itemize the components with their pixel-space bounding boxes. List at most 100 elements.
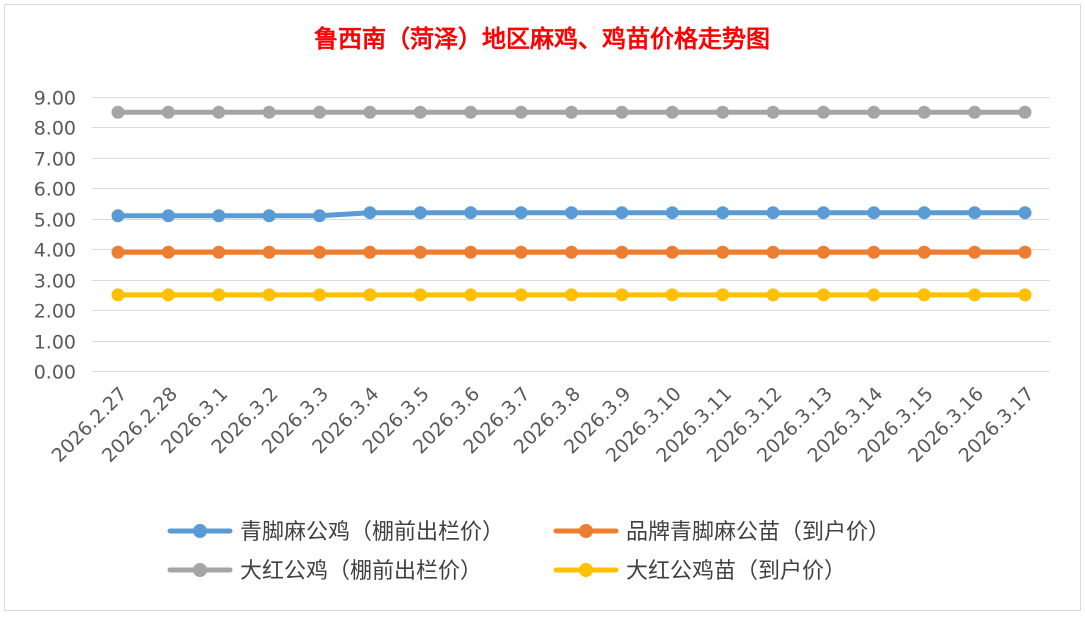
legend-item: 品牌青脚麻公苗（到户价） bbox=[553, 520, 890, 545]
legend-label: 青脚麻公鸡（棚前出栏价） bbox=[240, 520, 504, 545]
legend-swatch-marker bbox=[579, 524, 593, 538]
data-point bbox=[565, 288, 578, 302]
data-point bbox=[413, 206, 427, 220]
legend-swatch-marker bbox=[579, 563, 593, 577]
y-tick-label: 4.00 bbox=[34, 240, 76, 262]
data-point bbox=[413, 245, 427, 259]
data-point bbox=[313, 209, 327, 223]
data-point bbox=[867, 105, 881, 119]
data-point bbox=[816, 288, 830, 302]
data-point bbox=[1018, 288, 1032, 302]
data-point bbox=[565, 105, 578, 119]
data-point bbox=[917, 206, 931, 220]
data-point bbox=[716, 245, 730, 259]
data-point bbox=[968, 245, 982, 259]
series-1 bbox=[111, 206, 1032, 223]
data-point bbox=[212, 245, 226, 259]
data-point bbox=[917, 288, 931, 302]
data-point bbox=[665, 206, 679, 220]
data-point bbox=[413, 288, 427, 302]
data-point bbox=[766, 206, 780, 220]
data-point bbox=[917, 245, 931, 259]
legend-label: 大红公鸡（棚前出栏价） bbox=[240, 559, 482, 584]
data-point bbox=[665, 288, 679, 302]
y-tick-label: 2.00 bbox=[34, 301, 76, 323]
data-point bbox=[313, 288, 327, 302]
data-point bbox=[111, 209, 125, 223]
data-point bbox=[716, 105, 730, 119]
data-point bbox=[262, 209, 276, 223]
data-point bbox=[1018, 245, 1032, 259]
data-point bbox=[111, 105, 125, 119]
data-point bbox=[867, 245, 881, 259]
legend: 青脚麻公鸡（棚前出栏价） 品牌青脚麻公苗（到户价） 大红公鸡（棚前出栏价） 大红公鸡苗… bbox=[167, 520, 890, 584]
data-point bbox=[262, 288, 276, 302]
data-point bbox=[313, 245, 327, 259]
data-point bbox=[363, 105, 377, 119]
data-point bbox=[161, 209, 175, 223]
y-axis-ticks: 0.00 1.00 2.00 3.00 4.00 5.00 6.00 7.00 8.00 9.00 bbox=[34, 88, 76, 384]
data-point bbox=[816, 245, 830, 259]
data-point bbox=[615, 206, 629, 220]
data-point bbox=[111, 245, 125, 259]
series-layer bbox=[111, 105, 1032, 302]
data-point bbox=[766, 288, 780, 302]
data-point bbox=[968, 206, 982, 220]
data-point bbox=[464, 206, 478, 220]
chart-border bbox=[4, 4, 1081, 611]
data-point bbox=[665, 245, 679, 259]
data-point bbox=[816, 206, 830, 220]
series-2 bbox=[111, 245, 1032, 259]
data-point bbox=[716, 288, 730, 302]
data-point bbox=[514, 105, 528, 119]
y-tick-label: 8.00 bbox=[34, 118, 76, 140]
legend-swatch-marker bbox=[193, 524, 207, 538]
legend-item: 大红公鸡（棚前出栏价） bbox=[167, 559, 482, 584]
data-point bbox=[615, 105, 629, 119]
series-4 bbox=[111, 288, 1032, 302]
data-point bbox=[161, 288, 175, 302]
data-point bbox=[363, 245, 377, 259]
series-3 bbox=[111, 105, 1032, 119]
data-point bbox=[615, 288, 629, 302]
data-point bbox=[464, 288, 478, 302]
legend-label: 大红公鸡苗（到户价） bbox=[626, 559, 846, 584]
legend-item: 青脚麻公鸡（棚前出栏价） bbox=[167, 520, 504, 545]
data-point bbox=[565, 206, 578, 220]
data-point bbox=[413, 105, 427, 119]
chart-title: 鲁西南（菏泽）地区麻鸡、鸡苗价格走势图 bbox=[314, 25, 770, 53]
y-tick-label: 9.00 bbox=[34, 88, 76, 110]
data-point bbox=[1018, 105, 1032, 119]
data-point bbox=[262, 105, 276, 119]
legend-item: 大红公鸡苗（到户价） bbox=[553, 559, 846, 584]
data-point bbox=[464, 245, 478, 259]
y-tick-label: 1.00 bbox=[34, 332, 76, 354]
data-point bbox=[968, 105, 982, 119]
data-point bbox=[212, 288, 226, 302]
legend-swatch-marker bbox=[193, 563, 207, 577]
data-point bbox=[111, 288, 125, 302]
data-point bbox=[665, 105, 679, 119]
data-point bbox=[464, 105, 478, 119]
data-point bbox=[363, 288, 377, 302]
y-tick-label: 6.00 bbox=[34, 179, 76, 201]
data-point bbox=[514, 245, 528, 259]
data-point bbox=[867, 288, 881, 302]
data-point bbox=[212, 105, 226, 119]
data-point bbox=[212, 209, 226, 223]
data-point bbox=[816, 105, 830, 119]
data-point bbox=[1018, 206, 1032, 220]
data-point bbox=[514, 288, 528, 302]
data-point bbox=[363, 206, 377, 220]
y-tick-label: 5.00 bbox=[34, 210, 76, 232]
data-point bbox=[766, 105, 780, 119]
data-point bbox=[565, 245, 578, 259]
data-point bbox=[867, 206, 881, 220]
data-point bbox=[716, 206, 730, 220]
legend-label: 品牌青脚麻公苗（到户价） bbox=[626, 520, 890, 545]
data-point bbox=[514, 206, 528, 220]
data-point bbox=[161, 245, 175, 259]
data-point bbox=[615, 245, 629, 259]
